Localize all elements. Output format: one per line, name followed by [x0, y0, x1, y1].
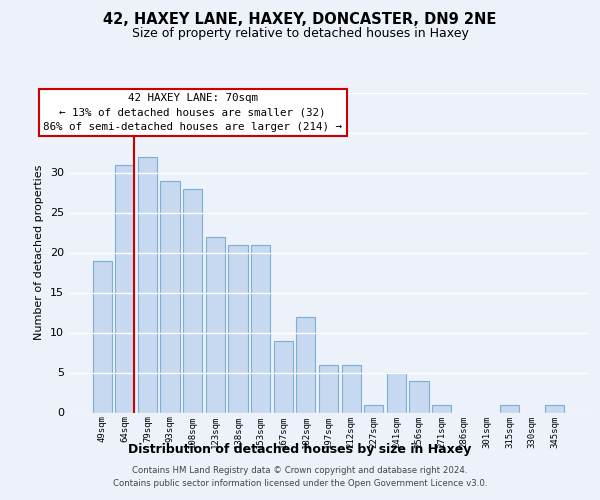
- Text: 42 HAXEY LANE: 70sqm
← 13% of detached houses are smaller (32)
86% of semi-detac: 42 HAXEY LANE: 70sqm ← 13% of detached h…: [43, 93, 342, 132]
- Bar: [92, 260, 112, 412]
- Bar: [319, 364, 338, 412]
- Bar: [138, 156, 157, 412]
- Bar: [183, 188, 202, 412]
- Bar: [364, 404, 383, 412]
- Text: Contains HM Land Registry data © Crown copyright and database right 2024.
Contai: Contains HM Land Registry data © Crown c…: [113, 466, 487, 487]
- Bar: [500, 404, 519, 412]
- Text: 42, HAXEY LANE, HAXEY, DONCASTER, DN9 2NE: 42, HAXEY LANE, HAXEY, DONCASTER, DN9 2N…: [103, 12, 497, 28]
- Y-axis label: Number of detached properties: Number of detached properties: [34, 165, 44, 340]
- Bar: [206, 236, 225, 412]
- Bar: [545, 404, 565, 412]
- Bar: [115, 164, 134, 412]
- Bar: [296, 316, 316, 412]
- Bar: [229, 244, 248, 412]
- Bar: [387, 372, 406, 412]
- Bar: [432, 404, 451, 412]
- Text: Distribution of detached houses by size in Haxey: Distribution of detached houses by size …: [128, 442, 472, 456]
- Bar: [341, 364, 361, 412]
- Bar: [409, 380, 428, 412]
- Bar: [274, 340, 293, 412]
- Bar: [160, 180, 180, 412]
- Bar: [251, 244, 270, 412]
- Text: Size of property relative to detached houses in Haxey: Size of property relative to detached ho…: [131, 28, 469, 40]
